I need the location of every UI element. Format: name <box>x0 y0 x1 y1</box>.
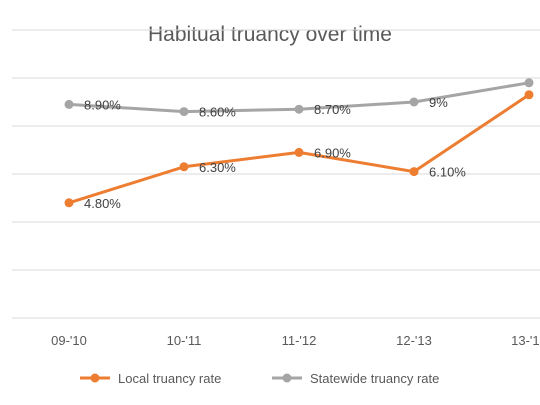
data-label: 9% <box>429 95 448 110</box>
series-lines <box>68 81 530 205</box>
data-point <box>179 162 189 172</box>
legend-swatch-marker <box>90 373 100 383</box>
x-axis-ticks: 09-'10 10-'11 11-'12 12-'13 13-'14 <box>51 333 540 348</box>
data-point <box>294 147 304 157</box>
data-label: 8.60% <box>199 105 236 120</box>
x-tick-label: 13-'14 <box>511 333 540 348</box>
legend: Local truancy rate Statewide truancy rate <box>80 371 439 386</box>
data-point <box>64 99 74 109</box>
gridlines <box>12 29 540 319</box>
x-tick-label: 09-'10 <box>51 333 87 348</box>
data-label: 8.70% <box>314 102 351 117</box>
data-label: 8.90% <box>84 97 121 112</box>
x-tick-label: 10-'11 <box>167 333 202 348</box>
legend-swatch-marker <box>282 373 292 383</box>
chart-title: Habitual truancy over time <box>148 23 392 46</box>
data-label: 6.30% <box>199 160 236 175</box>
series-points <box>64 78 534 208</box>
legend-label: Statewide truancy rate <box>310 371 439 386</box>
data-point <box>294 104 304 114</box>
data-label: 4.80% <box>84 196 121 211</box>
data-label: 6.10% <box>429 165 466 180</box>
data-point <box>524 78 534 88</box>
data-labels: 8.90% 8.60% 8.70% 9% 4.80% 6.30% 6.90% 6.10% <box>84 95 466 211</box>
data-point <box>409 167 419 177</box>
data-point <box>179 107 189 117</box>
legend-label: Local truancy rate <box>118 371 221 386</box>
x-tick-label: 12-'13 <box>396 333 432 348</box>
data-point <box>409 97 419 107</box>
x-tick-label: 11-'12 <box>282 333 317 348</box>
data-point <box>64 198 74 208</box>
data-point <box>524 90 534 100</box>
data-label: 6.90% <box>314 145 351 160</box>
